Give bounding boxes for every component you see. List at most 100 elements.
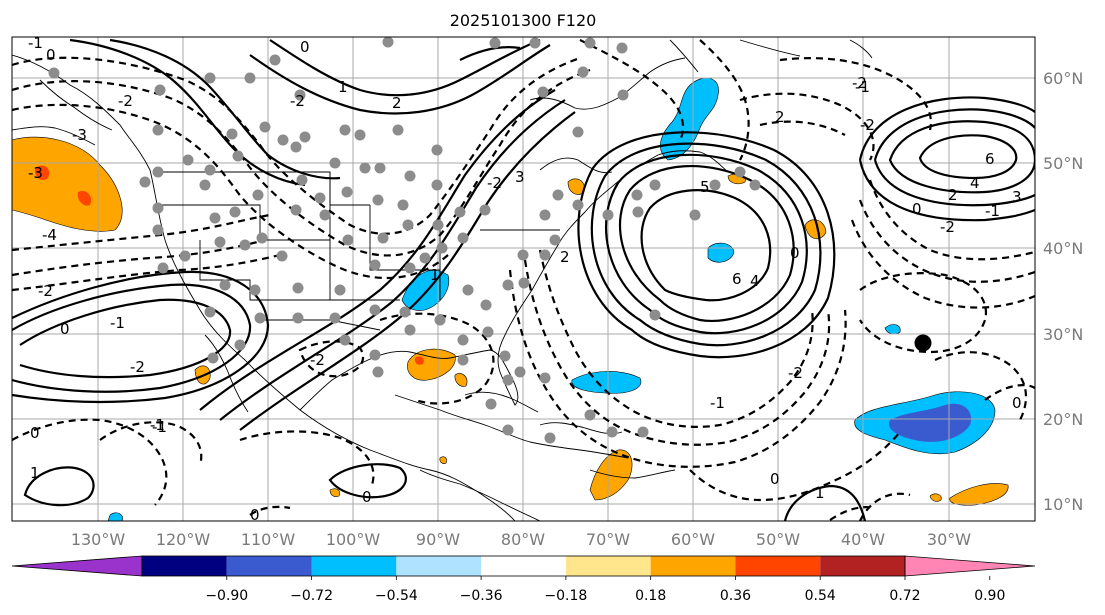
colorbar-segment <box>396 556 482 576</box>
latitude-labels: 60°N 50°N 40°N 30°N 20°N 10°N <box>1043 69 1083 514</box>
map-title: 2025101300 F120 <box>450 11 597 30</box>
contour-label: -2 <box>290 92 305 110</box>
contour-label: -1 <box>152 418 167 436</box>
colorbar-tick-label: −0.36 <box>460 588 503 604</box>
contour-label: 0 <box>250 506 260 524</box>
contour-label: 3 <box>515 168 525 186</box>
lon-label: 70°W <box>586 530 630 549</box>
lon-label: 130°W <box>71 530 126 549</box>
contour-label: -3 <box>72 126 87 144</box>
lat-label: 60°N <box>1043 69 1083 88</box>
lon-label: 100°W <box>326 530 381 549</box>
contour-label: 1 <box>430 266 440 284</box>
contour-label: 1 <box>338 78 348 96</box>
colorbar-tick-label: 0.54 <box>805 588 836 604</box>
colorbar-tick-label: −0.18 <box>544 588 587 604</box>
contour-label: 0 <box>770 470 780 488</box>
contour-label: -1 <box>985 202 1000 220</box>
colorbar-tick-label: −0.54 <box>375 588 418 604</box>
colorbar-tick-label: 0.90 <box>974 588 1005 604</box>
contour-label: 5 <box>700 178 710 196</box>
shade-red-gulf <box>414 356 424 365</box>
lon-label: 120°W <box>156 530 211 549</box>
colorbar-tick-label: 0.18 <box>635 588 666 604</box>
colorbar-segment <box>565 556 651 576</box>
shade-orange-east-2 <box>929 493 942 502</box>
contour-label: -1 <box>855 78 870 96</box>
contour-label: 6 <box>985 150 995 168</box>
colorbar-tick-label: −0.72 <box>290 588 333 604</box>
contour-label: -2 <box>118 92 133 110</box>
contour-label: 0 <box>362 488 372 506</box>
colorbar-segment <box>735 556 821 576</box>
shade-blue-small-sw <box>107 512 123 521</box>
longitude-labels: 130°W 120°W 110°W 100°W 90°W 80°W 70°W 6… <box>71 530 971 549</box>
contour-label: 3 <box>1012 188 1022 206</box>
contour-label: 0 <box>1012 394 1022 412</box>
lat-label: 20°N <box>1043 410 1083 429</box>
shade-orange-small-6 <box>329 488 341 497</box>
contour-label: 1 <box>30 464 40 482</box>
contour-layer <box>12 38 1035 521</box>
contour-label: -2 <box>487 174 502 192</box>
contour-label: 0 <box>60 320 70 338</box>
lon-label: 60°W <box>671 530 715 549</box>
shade-orange-small-7 <box>439 456 447 464</box>
shading-layer <box>12 77 1009 521</box>
shade-orange-caribbean <box>589 449 633 501</box>
contour-label: -2 <box>788 364 803 382</box>
contour-label: 6 <box>732 270 742 288</box>
shade-blue-small <box>884 324 901 335</box>
contour-label: -1 <box>28 34 43 52</box>
contour-label: 0 <box>46 46 56 64</box>
lon-label: 90°W <box>416 530 460 549</box>
contour-label: -2 <box>852 74 867 92</box>
contour-label: -1 <box>150 416 165 434</box>
shade-red-pacific-2 <box>77 190 92 206</box>
colorbar-tick-label: −0.90 <box>205 588 248 604</box>
lat-label: 30°N <box>1043 325 1083 344</box>
colorbar-segment <box>481 556 566 576</box>
colorbar-segment <box>142 556 227 576</box>
shade-orange-pacific <box>12 136 123 232</box>
contour-label: 2 <box>948 186 958 204</box>
contour-label: -2 <box>860 116 875 134</box>
colorbar: −0.90 −0.72 −0.54 −0.36 −0.18 0.18 0.36 0.54 0.7… <box>11 555 1036 604</box>
contour-label: 2 <box>560 248 570 266</box>
contour-label: 1 <box>815 484 825 502</box>
contour-label: -2 <box>310 351 325 369</box>
contour-label: -2 <box>940 218 955 236</box>
shade-orange-small-1 <box>454 373 468 387</box>
shade-blue-atlantic-2 <box>571 371 642 394</box>
contour-label: 0 <box>912 200 922 218</box>
map-frame <box>11 36 1036 522</box>
shade-royal-east-atlantic <box>889 403 972 442</box>
contour-label: 4 <box>750 272 760 290</box>
graticule <box>12 37 1035 521</box>
colorbar-segment <box>311 556 397 576</box>
colorbar-frame <box>141 555 906 577</box>
colorbar-extend-high <box>904 555 1036 577</box>
lon-label: 80°W <box>501 530 545 549</box>
center-marker <box>914 334 932 352</box>
shade-orange-small-4 <box>804 219 827 239</box>
contour-label: -4 <box>42 226 57 244</box>
colorbar-tick-label: 0.36 <box>720 588 751 604</box>
station-dots <box>48 37 761 444</box>
colorbar-segment <box>226 556 312 576</box>
contour-label: -1 <box>110 314 125 332</box>
contour-label: -2 <box>130 358 145 376</box>
contour-label: 0 <box>300 38 310 56</box>
lat-label: 40°N <box>1043 239 1083 258</box>
lon-label: 110°W <box>241 530 296 549</box>
colorbar-segment <box>650 556 736 576</box>
contour-label: -3 <box>28 164 43 182</box>
colorbar-tick-label: 0.72 <box>889 588 920 604</box>
lon-label: 50°W <box>756 530 800 549</box>
shade-red-pacific-1 <box>34 165 50 180</box>
colorbar-segment <box>820 556 905 576</box>
contour-label: -2 <box>38 282 53 300</box>
shade-blue-labrador <box>660 77 719 161</box>
contour-label: -1 <box>710 394 725 412</box>
